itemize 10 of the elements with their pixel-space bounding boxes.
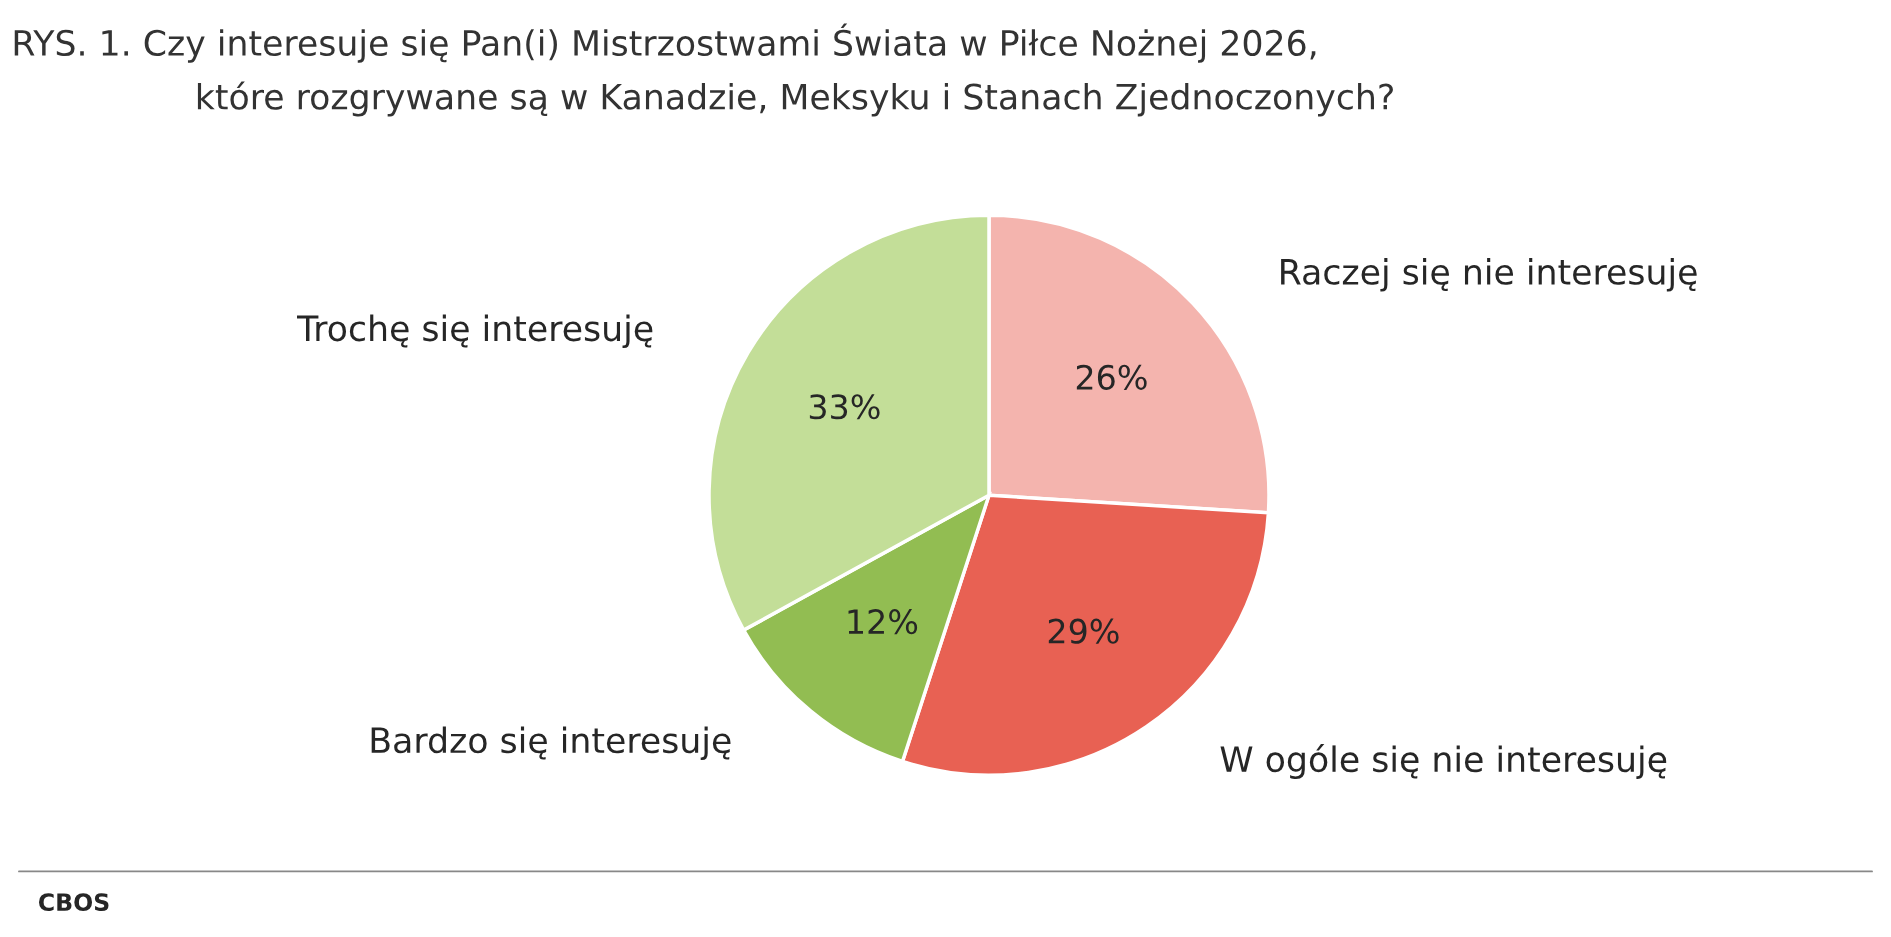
chart-title: RYS. 1. Czy interesuje się Pan(i) Mistrzostwami Świata w Piłce Nożnej 2026, które rozgrywane są w Kanadzie, Meksyku i Stanach Zjednoczonych? bbox=[14, 23, 1393, 117]
slice-label: Bardzo się interesuję bbox=[371, 726, 731, 761]
slice-label: Raczej się nie interesuję bbox=[1281, 258, 1697, 292]
data-label: 12% bbox=[848, 609, 918, 635]
data-label: 26% bbox=[1076, 364, 1147, 390]
text: CBOS bbox=[39, 893, 109, 912]
data-label: 33% bbox=[809, 394, 880, 420]
slice-label: W ogóle się nie interesuję bbox=[1220, 744, 1667, 779]
slice-label: Trochę się interesuję bbox=[297, 314, 653, 349]
data-label: 29% bbox=[1048, 618, 1119, 644]
